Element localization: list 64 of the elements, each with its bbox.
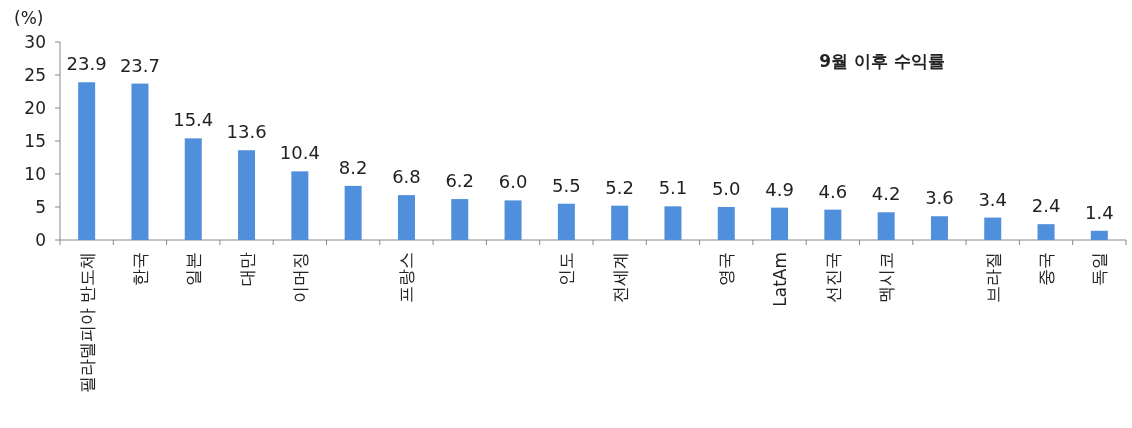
y-tick-label: 30 <box>24 32 46 52</box>
x-tick-label: 대만 <box>236 252 257 286</box>
x-tick-label: 이머징 <box>289 252 310 303</box>
bar <box>344 185 362 240</box>
y-axis-title: (%) <box>14 8 44 28</box>
data-label: 5.0 <box>711 178 741 199</box>
bar <box>930 216 948 240</box>
data-label: 10.4 <box>279 142 320 164</box>
data-label: 6.2 <box>445 170 475 192</box>
data-label: 6.0 <box>498 171 528 193</box>
bar <box>824 209 842 240</box>
bar <box>771 207 789 240</box>
y-tick-label: 0 <box>35 230 46 250</box>
x-tick-label: 프랑스 <box>396 252 417 303</box>
x-tick-label: 독일 <box>1089 252 1110 286</box>
data-label: 4.6 <box>818 180 848 202</box>
x-tick-label: 인도 <box>556 252 577 286</box>
x-tick-label: 한국 <box>129 252 150 286</box>
bar <box>451 199 469 240</box>
y-tick-label: 25 <box>24 65 46 85</box>
y-tick-label: 15 <box>24 131 46 151</box>
data-label: 4.9 <box>765 178 794 200</box>
bar <box>877 212 895 240</box>
bar <box>397 195 415 240</box>
data-label: 8.2 <box>338 156 368 178</box>
x-tick-label: 선진국 <box>822 252 843 303</box>
bar <box>1037 224 1055 240</box>
bar <box>557 203 575 240</box>
y-tick-label: 20 <box>24 98 46 118</box>
bar <box>984 217 1002 240</box>
data-label: 2.4 <box>1031 195 1061 217</box>
bar <box>664 206 682 240</box>
y-tick-label: 10 <box>24 164 46 184</box>
data-label: 23.7 <box>119 54 160 76</box>
data-label: 5.1 <box>658 177 688 199</box>
bar <box>78 82 96 240</box>
y-tick-label: 5 <box>35 197 46 217</box>
data-label: 1.4 <box>1085 201 1114 223</box>
x-tick-label: LatAm <box>769 252 790 307</box>
data-label: 5.5 <box>552 174 581 196</box>
bar <box>504 200 522 240</box>
x-tick-label: 브라질 <box>982 252 1003 303</box>
data-label: 5.2 <box>605 176 634 198</box>
bar <box>717 207 735 240</box>
bar <box>291 171 309 240</box>
data-label: 23.9 <box>66 53 107 75</box>
x-tick-label: 전세계 <box>609 252 630 303</box>
data-label: 15.4 <box>173 109 214 131</box>
text: 9월 이후 수익률 <box>819 51 945 71</box>
data-label: 3.4 <box>978 188 1008 210</box>
x-tick-label: 필라델피아 반도체 <box>76 252 97 394</box>
x-tick-label: 일본 <box>183 252 204 286</box>
bar <box>184 138 202 240</box>
x-tick-label: 멕시코 <box>876 252 897 303</box>
data-label: 3.6 <box>925 187 954 209</box>
bar <box>131 83 149 240</box>
x-tick-label: 영국 <box>716 252 737 286</box>
bar <box>1090 230 1108 240</box>
data-label: 13.6 <box>226 121 267 143</box>
data-label: 4.2 <box>871 183 901 205</box>
x-tick-label: 중국 <box>1036 252 1057 286</box>
data-label: 6.8 <box>392 166 421 188</box>
bar <box>238 150 256 240</box>
bar <box>611 205 629 240</box>
